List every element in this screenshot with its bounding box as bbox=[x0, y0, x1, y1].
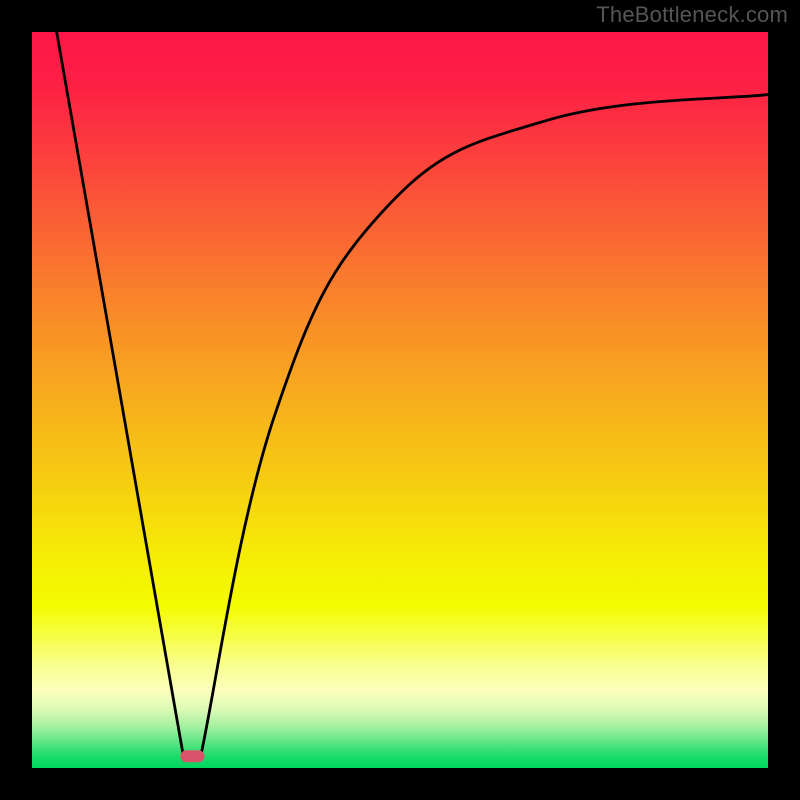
gradient-background bbox=[32, 32, 768, 768]
bottleneck-chart bbox=[0, 0, 800, 800]
optimal-marker bbox=[180, 750, 204, 762]
watermark-text: TheBottleneck.com bbox=[596, 2, 788, 28]
chart-container: TheBottleneck.com bbox=[0, 0, 800, 800]
